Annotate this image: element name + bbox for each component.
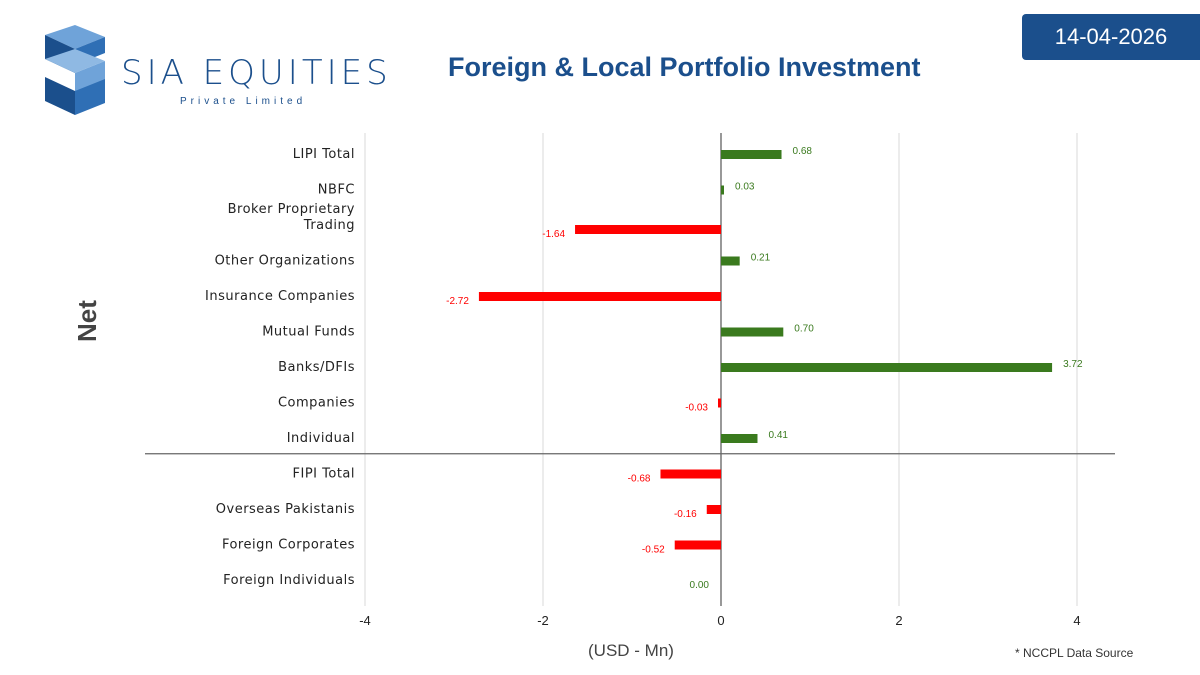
value-label: -1.64: [542, 229, 565, 240]
category-label: Overseas Pakistanis: [216, 502, 355, 517]
brand-name: SIA EQUITIES: [121, 53, 392, 93]
category-label: NBFC: [318, 183, 355, 198]
category-label: Foreign Corporates: [222, 538, 355, 553]
bar: [721, 363, 1053, 372]
value-label: 0.03: [735, 182, 755, 193]
sia-logo-icon: [45, 25, 105, 115]
category-label: Mutual Funds: [262, 325, 355, 340]
x-axis-title: (USD - Mn): [588, 641, 674, 660]
category-label: Foreign Individuals: [223, 573, 355, 588]
value-label: 0.68: [793, 146, 813, 157]
bar: [575, 225, 721, 234]
date-badge: 14-04-2026: [1022, 14, 1200, 60]
value-label: -0.68: [628, 474, 651, 485]
bar: [718, 398, 721, 408]
category-label: Insurance Companies: [205, 289, 355, 304]
bar: [721, 185, 724, 195]
x-tick-label: 0: [717, 613, 724, 628]
y-axis-title: Net: [72, 300, 102, 342]
value-label: -2.72: [446, 296, 469, 307]
bar: [721, 327, 784, 337]
brand-subtitle: Private Limited: [180, 96, 307, 107]
bar: [721, 150, 782, 159]
value-label: 3.72: [1063, 359, 1083, 370]
value-label: -0.16: [674, 509, 697, 520]
bar: [706, 505, 721, 514]
category-label: Individual: [287, 431, 355, 446]
source-note: * NCCPL Data Source: [1015, 646, 1134, 660]
category-label: Broker Proprietary: [228, 202, 355, 217]
category-label: Trading: [303, 218, 355, 233]
bar: [674, 540, 721, 550]
category-label: Banks/DFIs: [278, 360, 355, 375]
bar: [721, 434, 758, 443]
value-label: 0.21: [751, 253, 771, 264]
value-label: -0.03: [685, 403, 708, 414]
x-tick-label: 4: [1073, 613, 1080, 628]
x-tick-label: -2: [537, 613, 549, 628]
value-label: -0.52: [642, 545, 665, 556]
category-label: FIPI Total: [293, 467, 355, 482]
value-label: 0.70: [794, 324, 814, 335]
bar: [660, 469, 721, 479]
bar: [478, 292, 721, 301]
x-tick-label: 2: [895, 613, 902, 628]
x-tick-label: -4: [359, 613, 371, 628]
category-label: Companies: [278, 396, 355, 411]
category-label: LIPI Total: [293, 147, 355, 162]
bar: [721, 256, 740, 266]
category-label: Other Organizations: [215, 254, 355, 269]
value-label: 0.41: [768, 430, 788, 441]
value-label: 0.00: [690, 580, 710, 591]
page-title: Foreign & Local Portfolio Investment: [448, 52, 921, 82]
brand-logo: SIA EQUITIES Private Limited: [35, 25, 395, 120]
